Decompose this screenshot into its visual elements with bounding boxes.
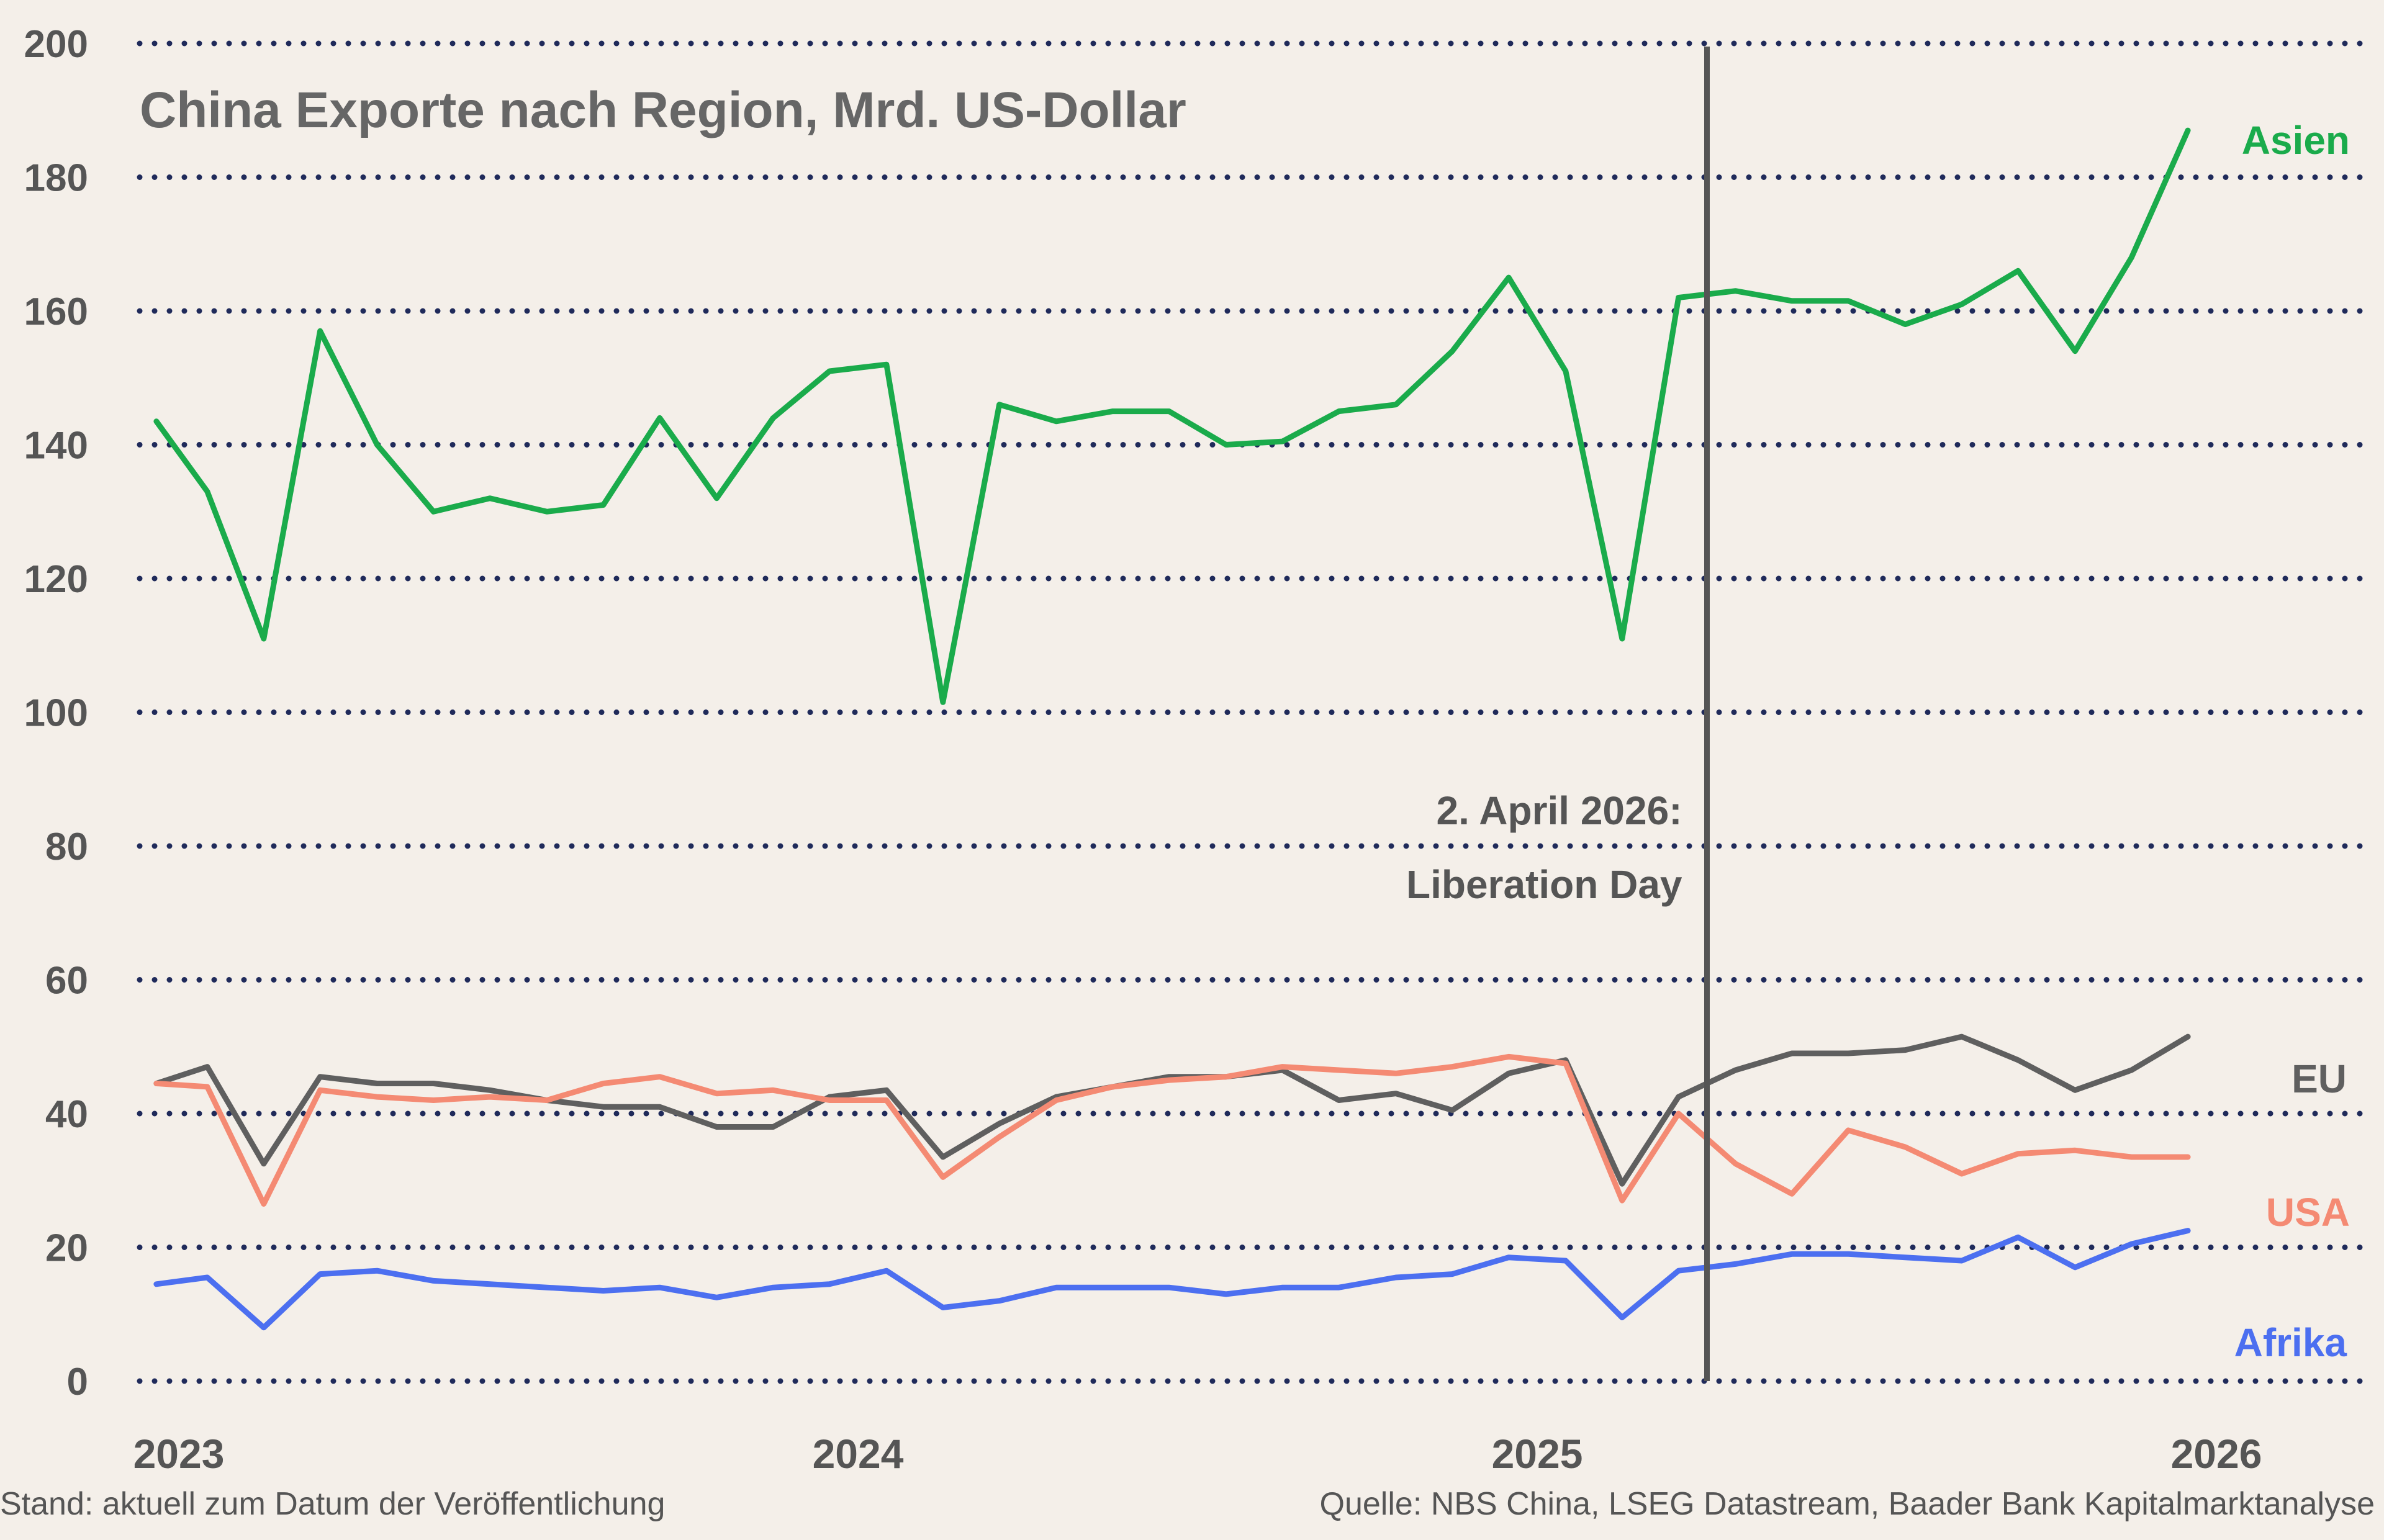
annotation-date: 2. April 2026: bbox=[1436, 788, 1682, 833]
x-axis-ticks: 2023 2024 2025 2026 bbox=[133, 1431, 2262, 1477]
series-label-usa: USA bbox=[2266, 1190, 2350, 1235]
y-tick-label: 60 bbox=[45, 960, 88, 1002]
series-line-asien bbox=[153, 127, 2191, 705]
annotation: 2. April 2026: Liberation Day bbox=[1406, 47, 1710, 1381]
annotation-event: Liberation Day bbox=[1406, 862, 1682, 907]
gridlines bbox=[137, 40, 2372, 1384]
y-tick-label: 140 bbox=[24, 425, 88, 467]
series-labels: Asien EU USA Afrika bbox=[2234, 118, 2350, 1365]
y-tick-label: 0 bbox=[67, 1361, 88, 1403]
x-tick-label: 2024 bbox=[813, 1431, 904, 1477]
x-tick-label: 2025 bbox=[1492, 1431, 1583, 1477]
y-tick-label: 200 bbox=[24, 23, 88, 66]
y-tick-label: 180 bbox=[24, 157, 88, 200]
x-tick-label: 2023 bbox=[133, 1431, 225, 1477]
y-tick-label: 100 bbox=[24, 692, 88, 735]
series-line-usa bbox=[153, 1053, 2191, 1207]
y-tick-label: 160 bbox=[24, 290, 88, 333]
chart-title: China Exporte nach Region, Mrd. US-Dolla… bbox=[140, 82, 1186, 138]
y-tick-label: 120 bbox=[24, 558, 88, 601]
footer-right: Quelle: NBS China, LSEG Datastream, Baad… bbox=[1320, 1486, 2375, 1522]
series-label-afrika: Afrika bbox=[2234, 1320, 2347, 1365]
series-line-eu bbox=[153, 1033, 2191, 1187]
y-tick-label: 20 bbox=[45, 1227, 88, 1270]
series-label-eu: EU bbox=[2291, 1056, 2347, 1101]
y-tick-label: 80 bbox=[45, 826, 88, 868]
x-tick-label: 2026 bbox=[2171, 1431, 2262, 1477]
y-axis-ticks: 0 20 40 60 80 100 120 140 160 180 200 bbox=[24, 23, 88, 1403]
series-lines bbox=[153, 127, 2191, 1331]
footer-left: Stand: aktuell zum Datum der Veröffentli… bbox=[0, 1486, 665, 1522]
y-tick-label: 40 bbox=[45, 1093, 88, 1136]
series-line-afrika bbox=[153, 1228, 2191, 1331]
series-label-asien: Asien bbox=[2242, 118, 2350, 163]
